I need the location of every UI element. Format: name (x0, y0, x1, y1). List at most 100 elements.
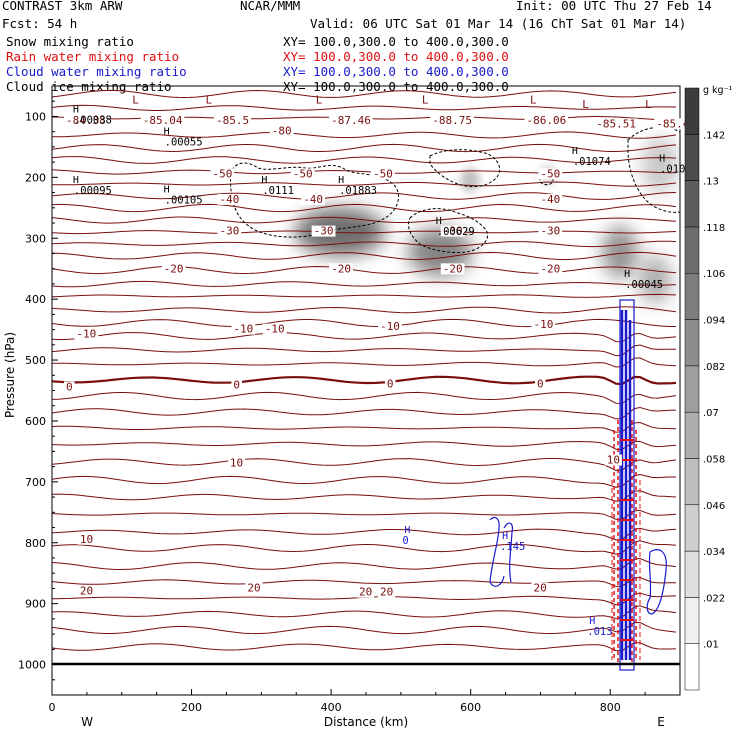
isotherm-line (52, 421, 677, 433)
isotherm-line (52, 557, 677, 571)
snow-max-1 (295, 208, 385, 256)
colorbar-tick-label: .046 (703, 501, 725, 512)
temperature-label: 0 (66, 381, 73, 394)
x-tick-label: 800 (600, 701, 621, 714)
colorbar-swatch (684, 180, 700, 228)
temperature-label: -85.51 (596, 117, 636, 130)
y-tick-label: 200 (25, 171, 46, 184)
snow-max-value: .00045 (625, 279, 663, 291)
temperature-label: -50 (212, 167, 232, 180)
isotherm-line (52, 440, 677, 450)
colorbar-swatch (684, 504, 700, 552)
temperature-label: -80 (272, 125, 292, 138)
colorbar-swatch (684, 87, 700, 135)
temperature-label: -10 (76, 328, 96, 341)
isotherm-line (52, 104, 677, 111)
temperature-label: -40 (540, 193, 560, 206)
colorbar-swatch (684, 272, 700, 320)
temp-label-bg (384, 378, 396, 390)
colorbar-swatch (684, 319, 700, 367)
x-tick-label: 400 (321, 701, 342, 714)
isotherm-line (52, 540, 677, 555)
cloud-water-max-marker: H (589, 616, 595, 627)
temperature-label: -10 (380, 320, 400, 333)
colorbar-tick-label: .07 (703, 408, 719, 419)
cloud-water-contours (489, 517, 667, 615)
temperature-label: -50 (373, 167, 393, 180)
isotherm-line (52, 458, 677, 471)
temperature-label: -40 (303, 193, 323, 206)
temp-label-bg (217, 193, 242, 205)
temp-label-bg (213, 114, 251, 126)
isotherm-line (52, 251, 677, 261)
temp-label-bg (531, 582, 549, 594)
isotherm-line (52, 89, 677, 99)
temp-min-marker: L (132, 94, 139, 107)
temperature-label: -85.04 (143, 114, 183, 127)
temp-label-bg (430, 114, 474, 126)
snow-max-value: .00055 (165, 136, 203, 148)
temp-label-bg (538, 225, 563, 237)
temp-label-bg (311, 225, 336, 237)
colorbar-tick-label: .094 (703, 316, 725, 327)
snow-shading (295, 137, 678, 304)
cloud-water-max-value: .145 (500, 541, 525, 553)
snow-max-marker: H (624, 269, 630, 280)
temp-label-bg (654, 118, 698, 130)
temperature-label: -20 (443, 262, 463, 275)
y-tick-label: 700 (25, 476, 46, 489)
temp-label-bg (161, 263, 186, 275)
colorbar: .01 .022 .034 .046 .058 .07 .082 .094 .106 .118 .1… (684, 87, 725, 691)
field-rain-xy: XY= 100.0,300.0 to 400.0,300.0 (283, 49, 509, 64)
temperature-label: -88.75 (432, 114, 472, 127)
temp-label-bg (210, 168, 235, 180)
temp-label-bg (301, 193, 325, 205)
x-axis-label: Distance (km) (324, 715, 408, 729)
temp-min-marker: L (530, 94, 537, 107)
temperature-label: -87.46 (331, 114, 371, 127)
temp-label-bg (269, 125, 294, 137)
model-title: CONTRAST 3km ARW (2, 0, 123, 13)
temp-label-bg (538, 263, 563, 275)
isotherm-line (52, 605, 677, 620)
temp-label-bg (140, 114, 185, 126)
isotherm-line (52, 240, 677, 248)
temperature-label: -30 (540, 225, 560, 238)
y-tick-label: 1000 (18, 659, 46, 672)
temp-label-bg (377, 586, 396, 598)
colorbar-tick-label: .082 (703, 362, 725, 373)
init-time: Init: 00 UTC Thu 27 Feb 14 (516, 0, 712, 13)
isotherm-line (52, 406, 677, 420)
temp-label-bg (63, 114, 108, 126)
colorbar-tick-label: .022 (703, 593, 725, 604)
temperature-label: 0 (387, 377, 394, 390)
colorbar-swatch (684, 134, 700, 181)
temperature-label: 10 (230, 457, 243, 470)
isotherm-line (52, 642, 677, 652)
x-tick-label: 0 (49, 701, 56, 714)
cloud-water-max-marker: H (404, 525, 410, 536)
cloud-water-core (620, 310, 632, 660)
temperature-label: -50 (540, 167, 560, 180)
snow-max-4 (602, 226, 638, 278)
snow-max-value: .00095 (74, 185, 112, 197)
rain-ticks (620, 439, 634, 641)
y-tick-label: 100 (25, 110, 46, 123)
isotherm-line (52, 230, 677, 235)
temp-label-bg (290, 168, 315, 180)
isotherm-line (52, 203, 677, 213)
snow-max-marker: H (572, 146, 578, 157)
temperature-label: -30 (443, 225, 463, 238)
isotherm-line (52, 131, 677, 139)
field-cloudwater-label: Cloud water mixing ratio (6, 64, 187, 79)
isotherm-line (52, 318, 676, 328)
temperature-label: 10 (607, 454, 620, 467)
field-cloudwater-xy: XY= 100.0,300.0 to 400.0,300.0 (283, 64, 509, 79)
temp-label-bg (370, 168, 395, 180)
temp-label-bg (594, 118, 638, 130)
x-tick-label: 200 (181, 701, 202, 714)
temp-label-bg (217, 225, 242, 237)
isotherm-line (52, 357, 677, 368)
colorbar-tick-label: .01 (703, 640, 719, 651)
